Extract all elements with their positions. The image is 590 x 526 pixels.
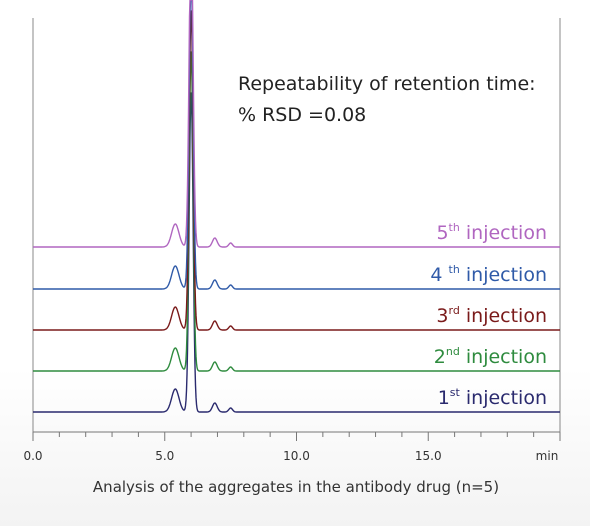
x-tick-label: 0.0 [23, 449, 42, 463]
trace-injection-4 [33, 0, 560, 290]
series-label-5: 5th injection [436, 221, 547, 244]
series-labels: 1st injection 2nd injection 3rd injection 4… [430, 221, 547, 409]
trace-injection-5 [33, 0, 560, 248]
x-unit-label: min [536, 449, 559, 463]
series-label-3: 3rd injection [436, 304, 547, 327]
annotation-line-2: % RSD =0.08 [238, 104, 366, 126]
chromatogram-traces [33, 0, 560, 413]
trace-injection-3 [33, 10, 560, 331]
annotation-line-1: Repeatability of retention time: [238, 73, 536, 95]
trace-injection-2 [33, 51, 560, 372]
series-label-2: 2nd injection [434, 345, 547, 368]
x-tick-label: 5.0 [155, 449, 174, 463]
x-axis-ticks: 0.0 5.0 10.0 15.0 [23, 432, 561, 463]
x-tick-label: 15.0 [415, 449, 442, 463]
series-label-1: 1st injection [438, 386, 547, 409]
series-label-4: 4 th injection [430, 263, 547, 286]
trace-injection-1 [33, 92, 560, 413]
x-tick-label: 10.0 [283, 449, 310, 463]
x-axis-caption: Analysis of the aggregates in the antibo… [93, 478, 499, 496]
